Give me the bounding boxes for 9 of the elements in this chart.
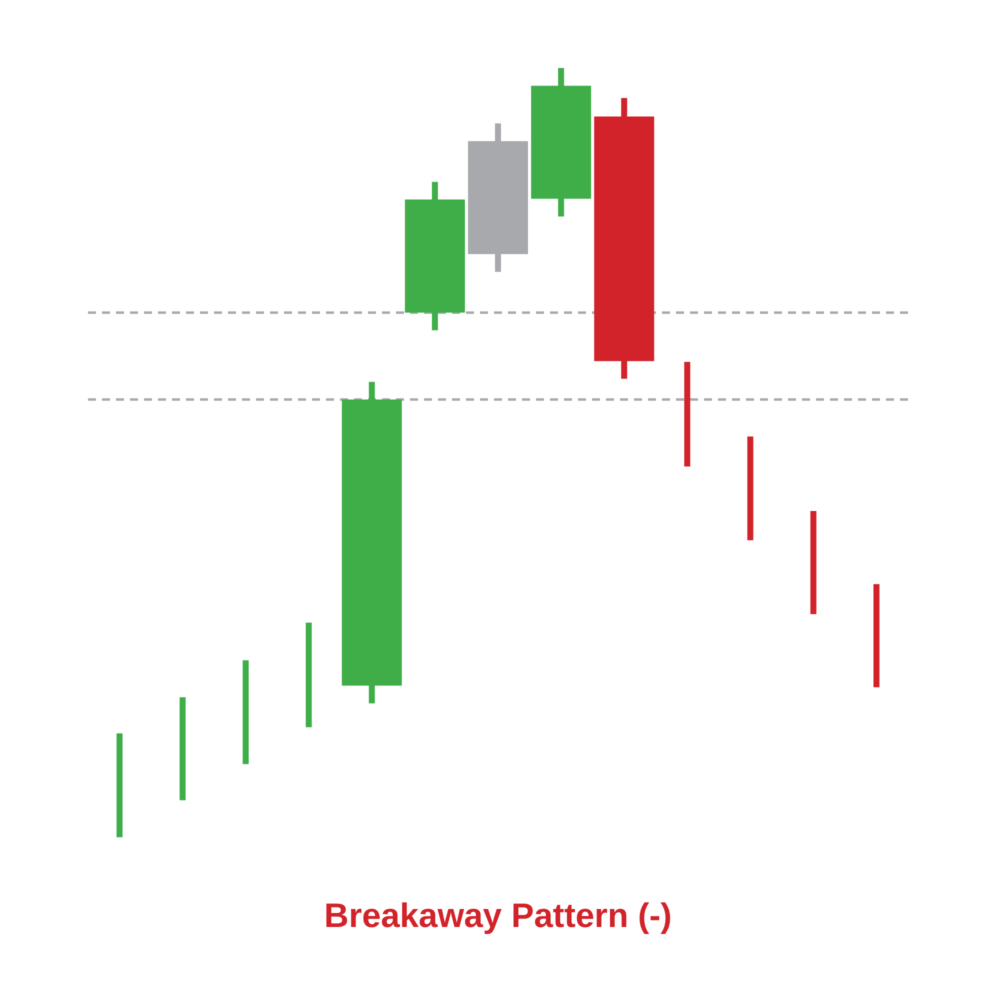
text: Breakaway Pattern (-) <box>324 896 672 935</box>
candlestick <box>242 660 249 764</box>
candlestick <box>810 511 816 614</box>
candlestick <box>684 362 690 466</box>
candlestick <box>116 733 123 838</box>
candlestick <box>747 436 754 540</box>
candlestick <box>873 584 880 688</box>
candlestick <box>306 622 312 728</box>
candlestick <box>180 697 186 800</box>
